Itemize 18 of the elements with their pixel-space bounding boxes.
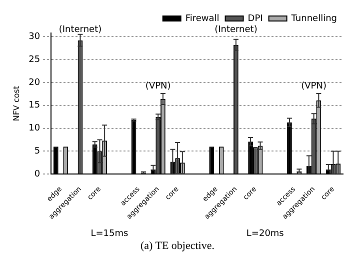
annotation: (Internet) [58,24,102,35]
y-tick-label: 10 [28,124,40,134]
legend-label: Firewall [185,14,220,24]
annotation: (Internet) [214,24,258,35]
y-tick-label: 5 [34,146,40,157]
text: L=15ms [90,228,128,239]
text: L=20ms [246,228,284,239]
y-tick-label: 25 [28,54,40,65]
y-tick-label: 15 [28,100,40,111]
y-tick-label: 0 [34,169,40,180]
y-tick-label: 20 [28,78,40,88]
legend-label: DPI [248,14,263,24]
annotation: (VPN) [145,81,171,92]
annotation: (VPN) [301,81,326,92]
y-axis-title: NFV cost [12,86,21,122]
legend-label: Tunnelling [290,14,338,24]
y-tick-label: 30 [28,32,40,42]
text: (a) TE objective. [139,240,216,252]
